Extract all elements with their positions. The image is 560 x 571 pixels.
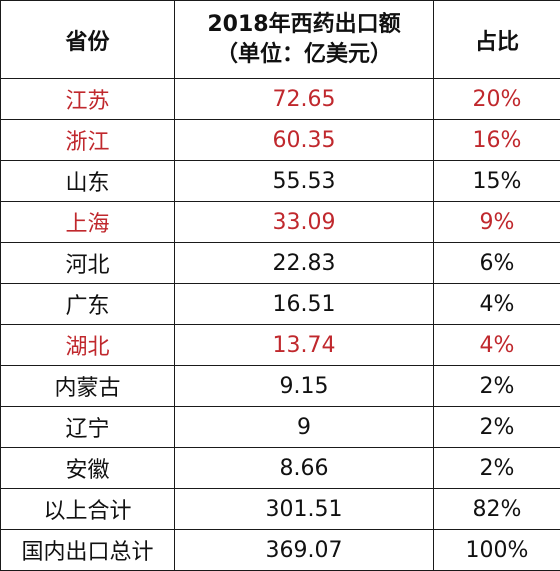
cell-value: 16.51 [175, 284, 434, 325]
cell-value: 13.74 [175, 325, 434, 366]
cell-value: 9 [175, 407, 434, 448]
cell-province: 广东 [1, 284, 175, 325]
cell-province: 内蒙古 [1, 366, 175, 407]
cell-share: 2% [434, 407, 560, 448]
cell-value: 22.83 [175, 243, 434, 284]
cell-share: 6% [434, 243, 560, 284]
cell-share: 16% [434, 120, 560, 161]
header-province: 省份 [1, 1, 175, 79]
cell-province: 辽宁 [1, 407, 175, 448]
cell-total-label: 以上合计 [1, 489, 175, 530]
cell-province: 浙江 [1, 120, 175, 161]
cell-total-share: 82% [434, 489, 560, 530]
cell-province: 江苏 [1, 79, 175, 120]
cell-province: 安徽 [1, 448, 175, 489]
cell-share: 20% [434, 79, 560, 120]
cell-share: 2% [434, 448, 560, 489]
header-export-title: 2018年西药出口额 [175, 10, 433, 40]
cell-total-label: 国内出口总计 [1, 530, 175, 571]
cell-value: 9.15 [175, 366, 434, 407]
cell-province: 上海 [1, 202, 175, 243]
cell-province: 河北 [1, 243, 175, 284]
cell-total-value: 301.51 [175, 489, 434, 530]
header-export-unit: （单位：亿美元） [175, 40, 433, 70]
cell-share: 2% [434, 366, 560, 407]
header-share: 占比 [434, 1, 560, 79]
cell-province: 湖北 [1, 325, 175, 366]
cell-total-share: 100% [434, 530, 560, 571]
cell-value: 55.53 [175, 161, 434, 202]
cell-value: 8.66 [175, 448, 434, 489]
cell-value: 72.65 [175, 79, 434, 120]
cell-total-value: 369.07 [175, 530, 434, 571]
cell-province: 山东 [1, 161, 175, 202]
header-row: 省份 2018年西药出口额 （单位：亿美元） 占比 [1, 1, 560, 79]
cell-share: 15% [434, 161, 560, 202]
cell-value: 60.35 [175, 120, 434, 161]
cell-share: 9% [434, 202, 560, 243]
cell-share: 4% [434, 325, 560, 366]
cell-share: 4% [434, 284, 560, 325]
cell-value: 33.09 [175, 202, 434, 243]
header-export-value: 2018年西药出口额 （单位：亿美元） [175, 1, 434, 79]
